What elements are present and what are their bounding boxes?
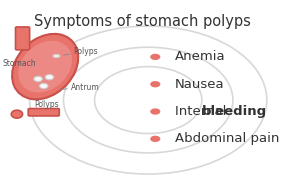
- Text: Stomach: Stomach: [3, 59, 36, 68]
- Text: Nausea: Nausea: [175, 78, 225, 91]
- Circle shape: [34, 76, 42, 82]
- Text: Anemia: Anemia: [175, 50, 226, 63]
- Circle shape: [40, 83, 48, 89]
- Text: bleeding: bleeding: [202, 105, 267, 118]
- FancyBboxPatch shape: [16, 27, 30, 50]
- Circle shape: [150, 54, 161, 60]
- Circle shape: [150, 136, 161, 142]
- Ellipse shape: [53, 54, 60, 58]
- Text: Polyps: Polyps: [74, 47, 98, 56]
- Circle shape: [45, 74, 54, 80]
- Text: Polyps: Polyps: [34, 100, 58, 109]
- Text: Internal: Internal: [175, 105, 231, 118]
- Text: Abdominal pain: Abdominal pain: [175, 132, 279, 145]
- Ellipse shape: [12, 34, 78, 99]
- Text: Symptoms of stomach polyps: Symptoms of stomach polyps: [34, 14, 251, 29]
- Circle shape: [150, 81, 161, 87]
- Text: Antrum: Antrum: [70, 83, 99, 92]
- FancyBboxPatch shape: [28, 108, 59, 116]
- Circle shape: [150, 108, 161, 115]
- Ellipse shape: [11, 110, 22, 118]
- Ellipse shape: [18, 41, 72, 92]
